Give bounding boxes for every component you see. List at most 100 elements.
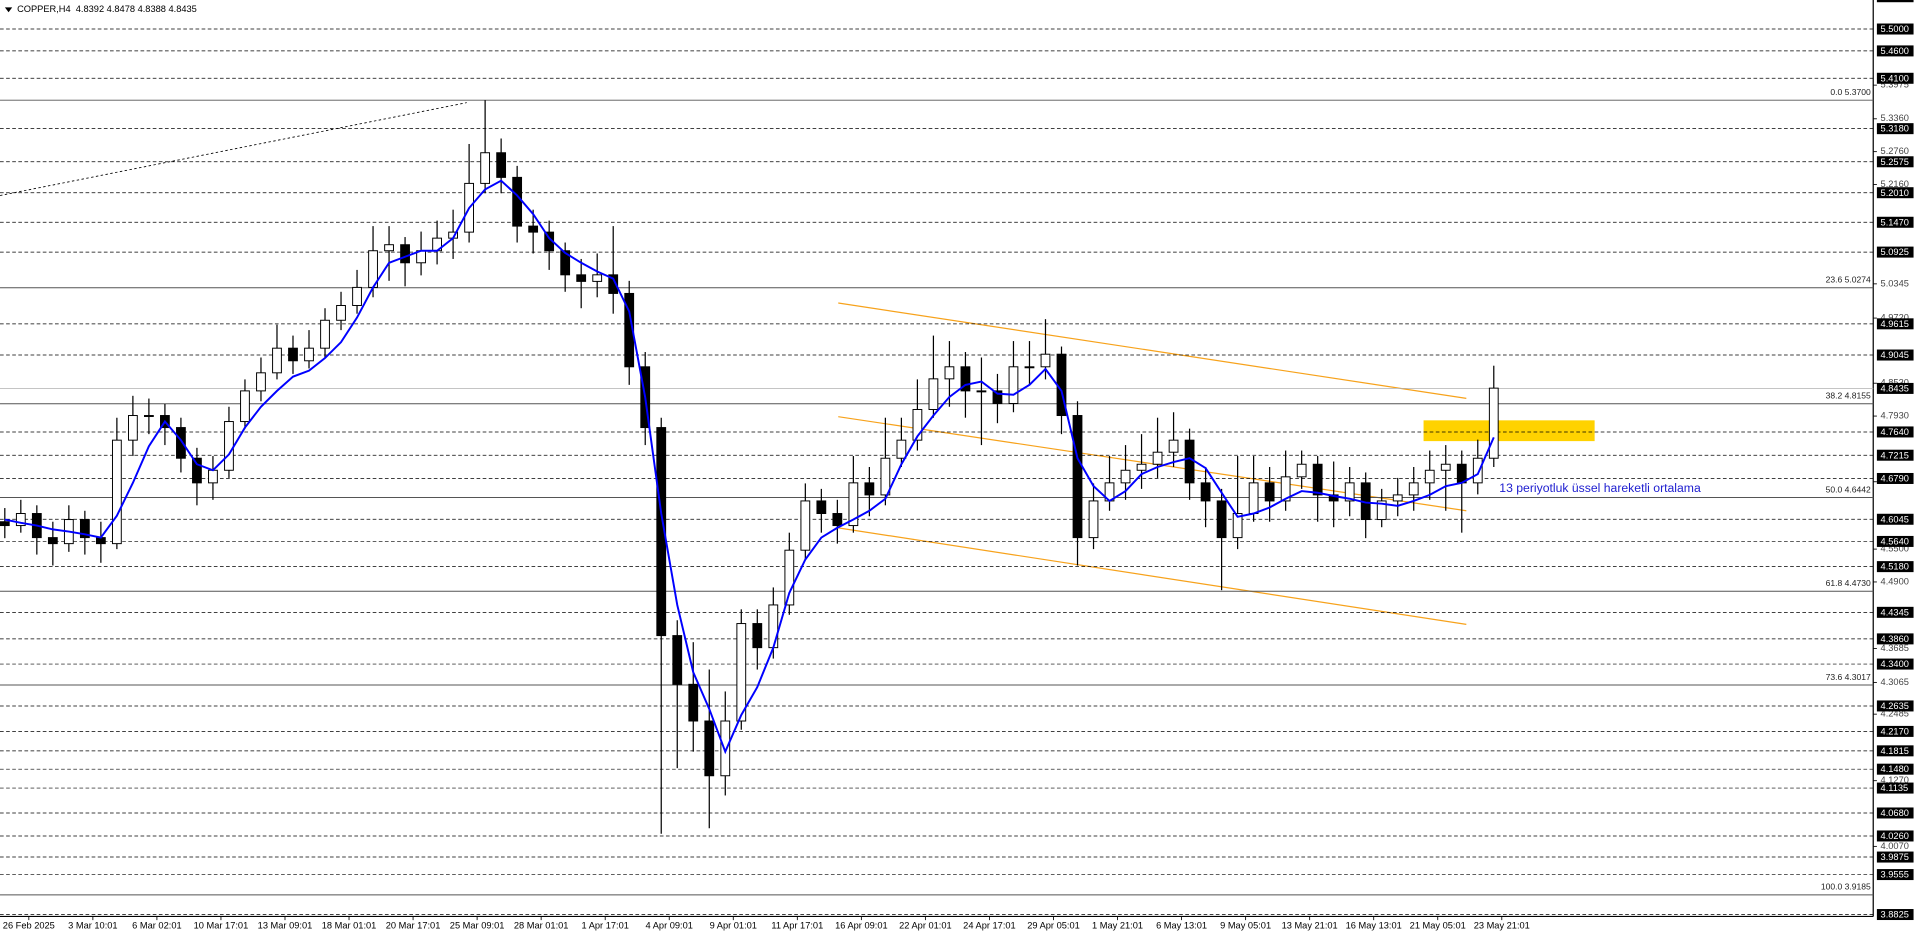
level-label: 5.5590 <box>1881 0 1909 2</box>
level-label: 4.9615 <box>1881 319 1909 329</box>
x-tick-label: 1 May 21:01 <box>1092 921 1143 931</box>
y-tick-label: 4.2485 <box>1881 709 1909 719</box>
candle-body <box>720 720 731 777</box>
symbol-title: COPPER,H4 <box>17 4 71 14</box>
candle-body <box>896 439 907 459</box>
level-label: 5.0925 <box>1881 247 1909 257</box>
fib-label: 0.0 5.3700 <box>1830 87 1871 97</box>
level-label: 5.3180 <box>1881 124 1909 134</box>
candle-body <box>1152 451 1163 465</box>
level-label: 4.3400 <box>1881 659 1909 669</box>
candle-body <box>992 390 1003 404</box>
x-tick-label: 16 May 13:01 <box>1346 921 1402 931</box>
x-tick-label: 6 Mar 02:01 <box>132 921 181 931</box>
candle-body <box>928 378 939 410</box>
x-tick-label: 9 May 05:01 <box>1220 921 1271 931</box>
candle-body <box>240 390 250 423</box>
candle-body <box>352 286 362 306</box>
candle-body <box>688 683 699 722</box>
candle-body <box>1216 500 1227 539</box>
candle-body <box>864 482 875 496</box>
level-label-box <box>1876 472 1914 484</box>
ema <box>4 179 1495 755</box>
level-label: 4.6790 <box>1881 474 1909 484</box>
candle-body <box>800 500 811 551</box>
candle-body <box>1168 439 1179 453</box>
candle-body <box>768 604 779 649</box>
candle-body <box>560 250 571 276</box>
y-tick-label: 5.0345 <box>1881 278 1909 288</box>
level-label: 5.2575 <box>1881 157 1909 167</box>
channel-lower <box>838 527 1467 626</box>
level-label: 4.1480 <box>1881 764 1909 774</box>
y-tick-label: 4.3065 <box>1881 677 1909 687</box>
candle-body <box>880 457 891 496</box>
level-label-box <box>1876 782 1914 794</box>
time-axis: 26 Feb 2025 3 Mar 10:01 6 Mar 02:01 10 Mar … <box>3 916 1530 931</box>
level-label-box <box>1876 72 1914 84</box>
candle-body <box>1248 482 1259 515</box>
level-label-box <box>1876 426 1914 438</box>
candle-body <box>976 390 987 393</box>
candle-body <box>576 274 587 282</box>
level-label-box <box>1876 763 1914 775</box>
y-tick-label: 5.3975 <box>1881 80 1909 90</box>
fib-base-line <box>0 102 467 196</box>
fibonacci: 0.0 5.3700 23.6 5.0274 38.2 4.8155 50.0 4.6… <box>0 87 1874 896</box>
candle-body <box>111 439 122 545</box>
candle-body <box>592 274 603 282</box>
candle-body <box>1184 439 1195 484</box>
candle-body <box>400 244 410 264</box>
candle-body <box>144 415 154 417</box>
x-tick-label: 13 Mar 09:01 <box>258 921 313 931</box>
candle-body <box>384 244 394 252</box>
candle-body <box>304 347 314 362</box>
candle-body <box>736 623 747 722</box>
fib-label: 73.6 4.3017 <box>1826 672 1871 682</box>
level-label: 4.0260 <box>1881 831 1909 841</box>
x-tick-label: 10 Mar 17:01 <box>194 921 249 931</box>
x-tick-label: 4 Apr 09:01 <box>646 921 693 931</box>
fib-label: 23.6 5.0274 <box>1826 275 1871 285</box>
candle-body <box>1472 457 1483 484</box>
level-label-box <box>1876 535 1914 547</box>
candle-body <box>1072 415 1083 539</box>
x-tick-label: 28 Mar 01:01 <box>514 921 569 931</box>
collapse-arrow <box>4 7 13 13</box>
x-tick-label: 9 Apr 01:01 <box>710 921 757 931</box>
level-label-box <box>1876 23 1914 35</box>
level-label: 4.1815 <box>1881 746 1909 756</box>
candle-body <box>1280 476 1291 502</box>
level-label-box <box>1876 349 1914 361</box>
level-label-box <box>1876 658 1914 670</box>
highlight-zone <box>1423 420 1595 442</box>
level-label-box <box>1876 807 1914 819</box>
candle-body <box>1392 494 1403 502</box>
x-tick-label: 21 May 05:01 <box>1410 921 1466 931</box>
level-label: 4.9045 <box>1881 350 1909 360</box>
x-tick-label: 3 Mar 10:01 <box>68 921 117 931</box>
level-label: 4.4345 <box>1881 607 1909 617</box>
level-label: 3.8825 <box>1881 910 1909 920</box>
level-label-box <box>1876 0 1914 3</box>
candle-body <box>512 176 523 227</box>
level-label: 5.4600 <box>1881 46 1909 56</box>
level-label: 4.2635 <box>1881 701 1909 711</box>
level-label: 5.4100 <box>1881 73 1909 83</box>
x-tick-label: 24 Apr 17:01 <box>963 921 1016 931</box>
level-label: 4.1135 <box>1881 783 1909 793</box>
y-tick-label: 4.1270 <box>1881 775 1909 785</box>
y-tick-label: 4.7930 <box>1881 411 1909 421</box>
y-tick-label: 5.2760 <box>1881 146 1909 156</box>
level-label: 4.6045 <box>1881 514 1909 524</box>
candle-body <box>1008 366 1019 404</box>
fib-label: 38.2 4.8155 <box>1826 391 1871 401</box>
level-label: 3.9555 <box>1881 870 1909 880</box>
level-label-box <box>1876 700 1914 712</box>
x-tick-label: 18 Mar 01:01 <box>322 921 377 931</box>
candle-body <box>1376 500 1387 521</box>
level-label-box <box>1876 45 1914 57</box>
candle-body <box>192 457 202 484</box>
